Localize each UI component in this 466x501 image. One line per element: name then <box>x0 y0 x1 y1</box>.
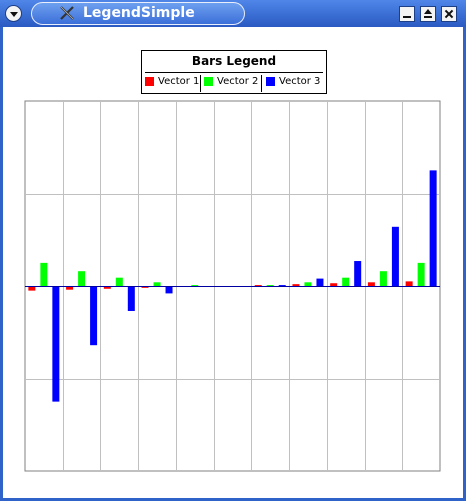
title-bar[interactable]: LegendSimple <box>0 0 466 27</box>
bar-vector-2-7 <box>304 282 311 286</box>
legend-title: Bars Legend <box>142 54 326 68</box>
bar-vector-2-2 <box>116 278 123 286</box>
bar-vector-3-8 <box>354 261 361 286</box>
legend: Bars Legend Vector 1 Vector 2 Vector 3 <box>141 50 327 94</box>
bar-vector-2-9 <box>380 271 387 286</box>
chart-area: Bars Legend Vector 1 Vector 2 Vector 3 <box>3 27 463 498</box>
bar-chart <box>3 27 463 498</box>
legend-label-vector-2: Vector 2 <box>217 76 258 87</box>
bar-vector-2-0 <box>40 263 47 286</box>
bar-vector-3-7 <box>316 279 323 286</box>
window-title: LegendSimple <box>83 5 195 21</box>
bar-vector-3-9 <box>392 227 399 286</box>
close-icon[interactable] <box>441 6 457 22</box>
title-pill[interactable]: LegendSimple <box>31 2 245 25</box>
bar-vector-2-1 <box>78 271 85 286</box>
bar-vector-2-3 <box>154 282 161 286</box>
bar-vector-1-7 <box>292 284 299 286</box>
menu-chevron-icon[interactable] <box>5 5 22 22</box>
legend-swatch-vector-2 <box>204 77 213 86</box>
bar-vector-3-3 <box>166 286 173 293</box>
bar-vector-3-10 <box>430 170 437 286</box>
bar-vector-3-2 <box>128 286 135 311</box>
bar-vector-2-6 <box>267 285 274 286</box>
legend-divider <box>145 72 323 73</box>
legend-entry-vector-3: Vector 3 <box>266 76 320 92</box>
bar-vector-2-10 <box>418 263 425 286</box>
legend-label-vector-1: Vector 1 <box>158 76 199 87</box>
bar-vector-2-8 <box>342 278 349 286</box>
legend-entry-vector-2: Vector 2 <box>204 76 258 92</box>
bar-vector-1-6 <box>255 285 262 286</box>
bar-vector-1-10 <box>406 281 413 286</box>
legend-separator <box>200 75 201 92</box>
legend-swatch-vector-1 <box>145 77 154 86</box>
minimize-icon[interactable] <box>399 6 415 22</box>
legend-swatch-vector-3 <box>266 77 275 86</box>
bar-vector-3-0 <box>52 286 59 402</box>
app-x-icon <box>59 5 75 21</box>
maximize-icon[interactable] <box>420 6 436 22</box>
legend-label-vector-3: Vector 3 <box>279 76 320 87</box>
bar-vector-1-9 <box>368 282 375 286</box>
bar-vector-1-8 <box>330 283 337 286</box>
bar-vector-3-1 <box>90 286 97 345</box>
bar-vector-2-4 <box>191 285 198 286</box>
legend-entry-vector-1: Vector 1 <box>145 76 199 92</box>
bar-vector-3-6 <box>279 285 286 286</box>
legend-separator <box>261 75 262 92</box>
